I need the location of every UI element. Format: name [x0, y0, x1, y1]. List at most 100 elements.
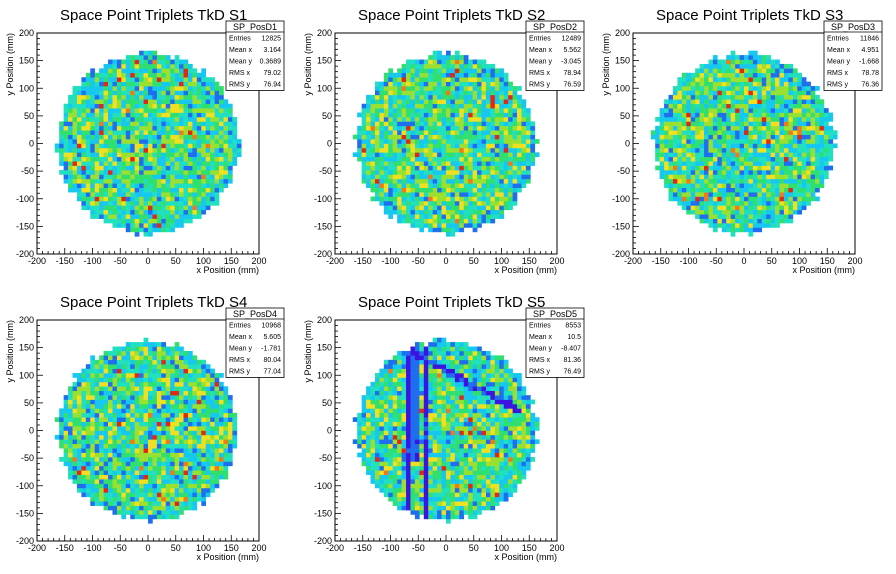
- heatmap-bin: [388, 214, 394, 219]
- heatmap-bin: [525, 125, 531, 131]
- heatmap-bin: [459, 108, 465, 113]
- heatmap-bin: [730, 156, 736, 162]
- heatmap-bin: [143, 218, 149, 224]
- stats-value: 78.94: [563, 70, 581, 77]
- heatmap-bin: [752, 130, 758, 135]
- heatmap-bin: [748, 121, 754, 127]
- heatmap-bin: [801, 152, 807, 158]
- heatmap-bin: [712, 55, 718, 60]
- heatmap-bin: [388, 156, 394, 162]
- heatmap-bin: [472, 227, 478, 233]
- heatmap-bin: [446, 134, 451, 140]
- heatmap-bin: [108, 121, 113, 127]
- heatmap-bin: [432, 223, 438, 228]
- heatmap-bin: [695, 143, 700, 149]
- heatmap-bin: [690, 77, 696, 82]
- heatmap-bin: [134, 443, 140, 449]
- heatmap-bin: [130, 68, 135, 74]
- heatmap-bin: [681, 183, 687, 188]
- heatmap-bin: [125, 103, 131, 109]
- heatmap-bin: [783, 68, 789, 74]
- heatmap-bin: [383, 72, 389, 78]
- heatmap-bin: [494, 143, 500, 149]
- heatmap-bin: [406, 165, 411, 171]
- heatmap-bin: [441, 192, 447, 197]
- heatmap-bin: [174, 196, 180, 202]
- heatmap-bin: [739, 161, 745, 166]
- heatmap-bin: [121, 223, 127, 228]
- heatmap-bin: [63, 403, 69, 409]
- heatmap-bin: [788, 205, 794, 211]
- heatmap-bin: [437, 161, 442, 166]
- heatmap-bin: [196, 90, 202, 96]
- heatmap-bin: [828, 156, 834, 162]
- heatmap-bin: [423, 94, 429, 100]
- heatmap-bin: [659, 125, 665, 131]
- heatmap-bin: [481, 170, 487, 175]
- heatmap-bin: [130, 81, 135, 87]
- heatmap-bin: [410, 63, 416, 69]
- heatmap-bin: [116, 350, 122, 356]
- heatmap-bin: [779, 108, 785, 113]
- heatmap-bin: [437, 178, 442, 184]
- heatmap-bin: [459, 218, 465, 224]
- heatmap-bin: [726, 200, 731, 206]
- heatmap-bin: [179, 72, 184, 78]
- heatmap-bin: [730, 108, 736, 113]
- heatmap-bin: [485, 94, 491, 100]
- heatmap-bin: [170, 108, 175, 113]
- heatmap-bin: [85, 183, 91, 188]
- heatmap-bin: [201, 81, 207, 87]
- heatmap-bin: [134, 174, 140, 180]
- heatmap-bin: [503, 130, 509, 135]
- heatmap-bin: [379, 200, 385, 206]
- heatmap-bin: [681, 174, 687, 180]
- x-tick-label: 0: [443, 256, 448, 266]
- heatmap-bin: [170, 165, 175, 171]
- heatmap-bin: [672, 196, 678, 202]
- heatmap-bin: [770, 99, 776, 105]
- heatmap-bin: [148, 510, 153, 515]
- heatmap-bin: [428, 77, 433, 82]
- heatmap-bin: [361, 174, 367, 180]
- heatmap-bin: [76, 130, 82, 135]
- heatmap-bin: [752, 86, 758, 91]
- heatmap-bin: [116, 439, 122, 445]
- heatmap-bin: [766, 205, 771, 211]
- heatmap-bin: [699, 139, 705, 144]
- heatmap-bin: [76, 174, 82, 180]
- heatmap-bin: [419, 147, 425, 153]
- heatmap-bin: [108, 187, 113, 193]
- heatmap-bin: [205, 103, 211, 109]
- heatmap-bin: [192, 205, 198, 211]
- heatmap-bin: [481, 103, 487, 109]
- heatmap-bin: [90, 439, 96, 445]
- heatmap-bin: [690, 139, 696, 144]
- heatmap-bin: [437, 227, 442, 233]
- heatmap-bin: [748, 68, 754, 74]
- heatmap-bin: [81, 134, 87, 140]
- heatmap-bin: [370, 108, 376, 113]
- heatmap-bin: [779, 209, 785, 215]
- heatmap-bin: [819, 183, 825, 188]
- heatmap-bin: [148, 178, 153, 184]
- heatmap-bin: [170, 178, 175, 184]
- heatmap-bin: [116, 156, 122, 162]
- heatmap-bin: [179, 170, 184, 175]
- heatmap-bin: [108, 381, 113, 387]
- heatmap-bin: [485, 183, 491, 188]
- heatmap-bin: [143, 501, 149, 506]
- heatmap-bin: [485, 161, 491, 166]
- heatmap-bin: [148, 77, 153, 82]
- heatmap-bin: [699, 108, 705, 113]
- heatmap-bin: [156, 187, 162, 193]
- heatmap-bin: [690, 99, 696, 105]
- heatmap-bin: [134, 474, 140, 480]
- heatmap-bin: [148, 200, 153, 206]
- heatmap-bin: [779, 147, 785, 153]
- heatmap-bin: [210, 134, 215, 140]
- heatmap-bin: [392, 125, 398, 131]
- heatmap-bin: [815, 130, 820, 135]
- heatmap-bin: [187, 147, 193, 153]
- heatmap-bin: [686, 72, 692, 78]
